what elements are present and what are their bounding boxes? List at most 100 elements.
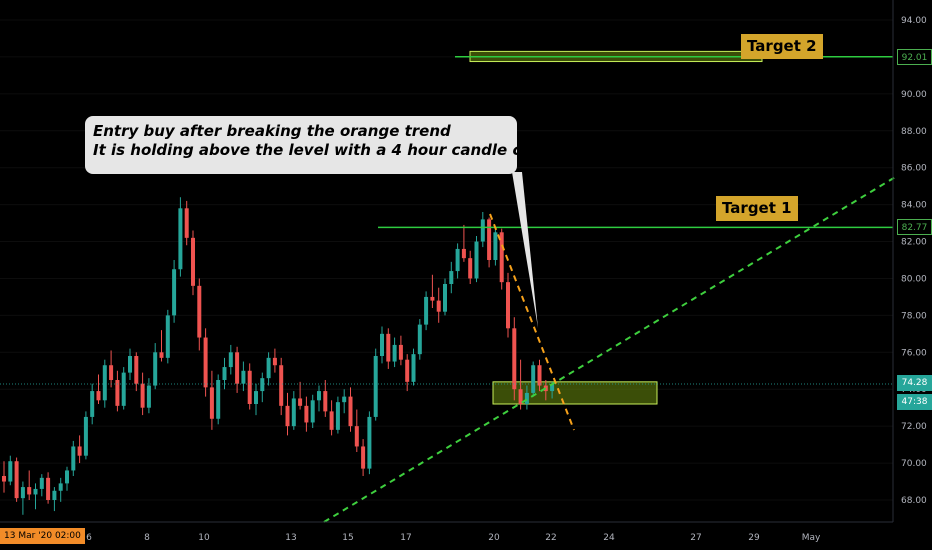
y-tick-label: 84.00 (901, 201, 927, 211)
x-tick-label: 10 (198, 533, 210, 543)
candle-body (550, 384, 555, 392)
x-tick-label: 20 (488, 533, 500, 543)
y-tick-label: 76.00 (901, 348, 927, 358)
last-price-badge: 74.28 (897, 375, 932, 391)
candle-body (417, 324, 422, 355)
candle-body (449, 271, 454, 284)
candle-body (58, 483, 63, 491)
x-tick-label: 29 (748, 533, 760, 543)
candle-body (128, 356, 132, 373)
x-tick-label: 8 (144, 533, 150, 543)
candle-body (512, 328, 517, 390)
y-tick-label: 88.00 (901, 127, 927, 137)
x-tick-label: 6 (86, 533, 92, 543)
y-tick-label: 70.00 (901, 459, 927, 469)
time-axis[interactable]: 6 8 10 13 15 17 20 22 24 27 29 May (0, 521, 893, 543)
candle-body (184, 208, 189, 238)
y-tick-label: 80.00 (901, 274, 927, 284)
candle-body (380, 333, 384, 356)
candlesticks (2, 197, 555, 515)
candle-body (140, 383, 145, 408)
candle-body (209, 387, 214, 419)
candle-body (83, 416, 88, 456)
target-2-price-badge: 92.01 (897, 49, 932, 65)
x-tick-label: 27 (690, 533, 701, 543)
candle-body (65, 470, 69, 484)
candle-body (531, 365, 536, 393)
candle-body (77, 446, 82, 456)
candle-body (524, 392, 529, 404)
candle-body (191, 237, 195, 286)
candle-body (411, 354, 416, 382)
candle-body (335, 402, 340, 430)
candle-body (27, 487, 32, 495)
candle-body (279, 365, 284, 406)
candle-body (178, 208, 183, 270)
candle-body (46, 477, 51, 500)
orange-trendline (489, 213, 575, 431)
candle-body (222, 367, 227, 380)
candle-body (241, 370, 246, 384)
candle-body (14, 461, 19, 499)
x-tick-label: 13 (285, 533, 296, 543)
candle-body (216, 380, 221, 419)
candle-body (254, 391, 258, 404)
candle-body (96, 391, 101, 401)
candle-body (159, 352, 164, 358)
candle-body (361, 446, 366, 469)
y-tick-label: 82.00 (901, 238, 927, 248)
candle-body (499, 232, 504, 283)
candle-body (260, 378, 265, 392)
candle-body (367, 416, 372, 469)
candle-body (537, 365, 542, 386)
candle-body (272, 357, 277, 366)
candle-body (165, 315, 170, 358)
candle-body (461, 248, 466, 259)
candle-body (518, 389, 523, 404)
entry-zone (492, 381, 658, 405)
candle-body (386, 333, 391, 362)
candle-body (197, 285, 202, 338)
candle-body (121, 372, 126, 406)
candle-body (266, 357, 271, 379)
candle-body (424, 296, 429, 325)
candle-body (443, 284, 447, 312)
candle-body (304, 405, 309, 423)
candle-body (8, 461, 13, 482)
candle-body (323, 391, 328, 412)
candle-body (203, 337, 208, 388)
candle-body (146, 385, 151, 408)
candle-body (153, 352, 158, 386)
y-tick-label: 78.00 (901, 311, 927, 321)
candle-body (115, 380, 120, 406)
x-tick-label: 15 (342, 533, 353, 543)
candle-body (310, 400, 315, 423)
candle-body (90, 391, 95, 417)
candle-body (487, 219, 492, 260)
countdown-badge: 47:38 (897, 394, 932, 410)
callout-line-2: It is holding above the level with a 4 h… (93, 141, 573, 159)
x-tick-label: 17 (400, 533, 411, 543)
callout-line-1: Entry buy after breaking the orange tren… (93, 122, 451, 140)
candle-body (405, 359, 410, 382)
candle-body (235, 352, 240, 384)
candle-body (348, 396, 353, 427)
green-trendline (323, 175, 898, 523)
callout-pointer (512, 172, 538, 328)
trend-lines (0, 55, 898, 523)
candle-body (291, 398, 296, 427)
candle-body (109, 365, 114, 380)
candle-body (436, 300, 441, 312)
candle-body (506, 282, 510, 329)
candle-body (247, 370, 252, 404)
candle-body (342, 396, 347, 403)
candle-body (172, 269, 177, 316)
candle-body (480, 219, 485, 242)
candle-body (102, 365, 107, 401)
candle-body (71, 446, 76, 471)
target-2-label: Target 2 (741, 34, 823, 59)
candle-body (468, 258, 473, 279)
candle-body (398, 344, 403, 360)
candle-body (2, 476, 6, 482)
